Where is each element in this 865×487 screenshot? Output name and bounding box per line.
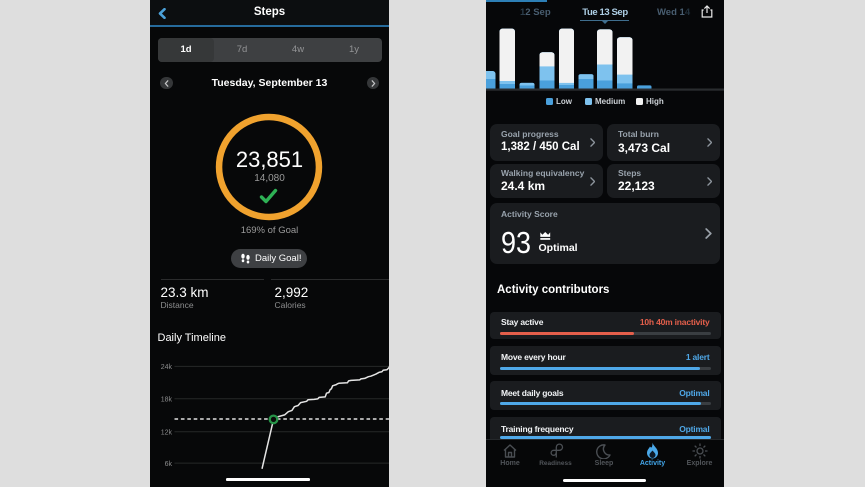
svg-text:24k: 24k — [161, 364, 173, 371]
svg-text:18k: 18k — [161, 396, 173, 403]
svg-text:12k: 12k — [161, 430, 173, 437]
svg-text:6k: 6k — [165, 461, 173, 468]
